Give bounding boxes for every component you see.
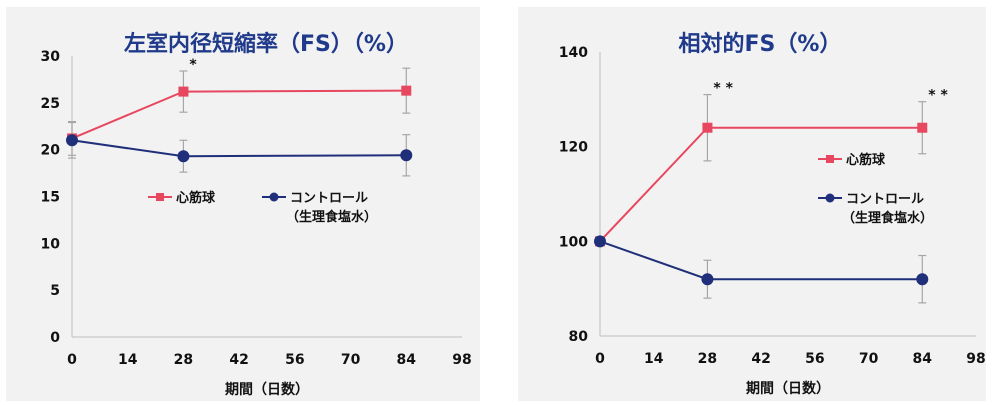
fs-legend-cardiac-marker	[156, 193, 164, 201]
rel-fs-cardiac-point	[917, 122, 928, 133]
fs-x-tick-label: 98	[452, 352, 471, 368]
rel-fs-x-tick-label: 70	[859, 351, 879, 367]
chart-relative-fs: 相対的FS（%） 80 100 120 140 0 14 28 42 56 70 84 98 期間（日数）…	[559, 31, 986, 397]
rel-fs-control-point	[594, 235, 606, 248]
rel-fs-y-tick-label: 120	[559, 140, 588, 156]
rel-fs-legend-control-marker	[825, 193, 835, 203]
fs-legend-control-label: コントロール	[290, 191, 368, 206]
fs-legend-control-sublabel: （生理食塩水）	[286, 209, 377, 225]
fs-x-tick-label: 56	[285, 352, 304, 368]
fs-x-tick-label: 28	[174, 352, 193, 368]
fs-y-tick-label: 25	[41, 96, 60, 112]
rel-fs-y-tick-label: 140	[559, 45, 588, 61]
fs-y-tick-label: 15	[41, 190, 60, 206]
rel-fs-y-tick-label: 100	[559, 234, 588, 250]
fs-y-tick-label: 10	[41, 236, 61, 252]
rel-fs-legend-control-sublabel: （生理食塩水）	[842, 210, 933, 226]
fs-cardiac-line	[71, 89, 407, 140]
rel-fs-x-tick-label: 56	[805, 351, 824, 367]
rel-fs-control-point	[701, 273, 714, 286]
chart-panel-fs: 左室内径短縮率（FS）（%） 0 5 10 15 20 25 30 0 14 28 42 56 70 84 9…	[6, 7, 480, 401]
rel-fs-control-line	[599, 240, 923, 281]
rel-fs-legend-cardiac-marker	[826, 155, 834, 163]
rel-fs-legend-cardiac-label: 心筋球	[846, 152, 886, 168]
chart-fs: 左室内径短縮率（FS）（%） 0 5 10 15 20 25 30 0 14 28 42 56 70 84 9…	[41, 31, 472, 398]
chart-panel-relative-fs: 相対的FS（%） 80 100 120 140 0 14 28 42 56 70 84 98 期間（日数）…	[518, 7, 986, 401]
rel-fs-x-axis-label: 期間（日数）	[746, 380, 830, 397]
rel-fs-x-tick-label: 98	[966, 351, 985, 367]
fs-x-tick-label: 14	[118, 352, 138, 368]
rel-fs-significance-mark: * *	[713, 81, 733, 97]
fs-x-tick-label: 0	[67, 352, 77, 368]
rel-fs-x-tick-label: 0	[595, 351, 605, 367]
fs-y-tick-label: 0	[50, 330, 60, 346]
rel-fs-y-tick-label: 80	[569, 329, 589, 345]
rel-fs-chart-title: 相対的FS（%）	[679, 31, 842, 57]
rel-fs-x-tick-label: 42	[751, 351, 770, 367]
fs-significance-mark: *	[189, 57, 197, 73]
fs-y-tick-label: 30	[41, 49, 61, 65]
fs-control-point	[177, 150, 190, 163]
rel-fs-control-point	[916, 273, 929, 286]
fs-x-axis-label: 期間（日数）	[225, 381, 309, 398]
fs-control-line	[71, 139, 407, 158]
rel-fs-x-tick-label: 14	[644, 351, 664, 367]
rel-fs-legend-control-label: コントロール	[846, 192, 924, 207]
fs-control-point	[400, 149, 413, 162]
rel-fs-significance-mark: * *	[928, 88, 948, 104]
fs-control-point	[66, 134, 78, 147]
fs-y-tick-label: 5	[50, 283, 60, 299]
fs-legend-cardiac-label: 心筋球	[176, 190, 216, 206]
rel-fs-x-tick-label: 84	[913, 351, 933, 367]
fs-cardiac-point	[178, 86, 189, 97]
rel-fs-cardiac-point	[702, 122, 713, 133]
fs-cardiac-point	[401, 85, 412, 96]
fs-x-tick-label: 70	[341, 352, 361, 368]
fs-x-tick-label: 42	[229, 352, 248, 368]
rel-fs-x-tick-label: 28	[698, 351, 717, 367]
fs-chart-title: 左室内径短縮率（FS）（%）	[124, 31, 408, 57]
fs-y-tick-label: 20	[41, 143, 61, 159]
fs-x-tick-label: 84	[397, 352, 417, 368]
fs-legend-control-marker	[269, 192, 279, 202]
